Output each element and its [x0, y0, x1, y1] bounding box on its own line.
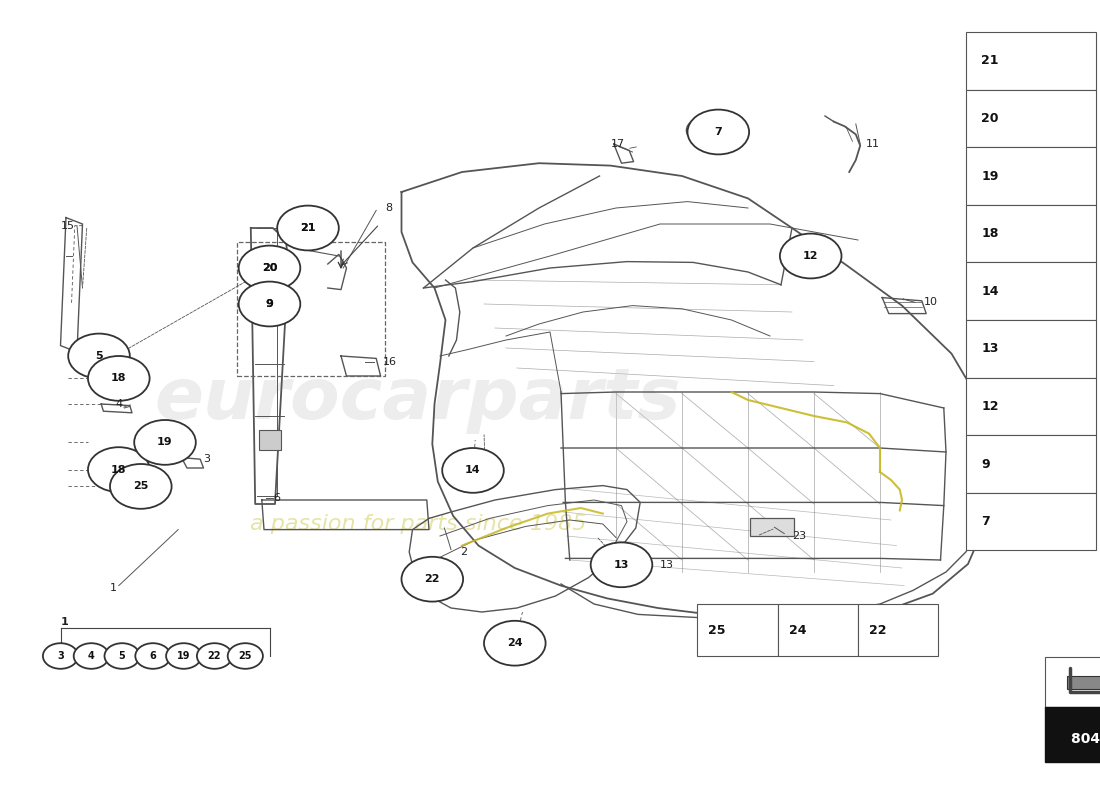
Text: 19: 19	[981, 170, 999, 182]
Bar	[966, 435, 1096, 493]
Circle shape	[277, 206, 339, 250]
Circle shape	[135, 643, 170, 669]
Text: 6: 6	[150, 651, 156, 661]
Circle shape	[484, 621, 546, 666]
Bar	[858, 604, 938, 656]
Circle shape	[228, 643, 263, 669]
Bar	[966, 147, 1096, 205]
Text: 14: 14	[465, 466, 481, 475]
Circle shape	[245, 250, 294, 286]
Circle shape	[110, 464, 172, 509]
Text: 18: 18	[981, 227, 999, 240]
Circle shape	[591, 542, 652, 587]
Circle shape	[284, 210, 332, 246]
Text: 15: 15	[60, 221, 75, 230]
Text: 21: 21	[300, 223, 316, 233]
Text: 13: 13	[981, 342, 999, 355]
Bar	[966, 32, 1096, 90]
Text: eurocarparts: eurocarparts	[155, 366, 681, 434]
Circle shape	[245, 286, 294, 322]
Text: 1: 1	[110, 583, 117, 593]
Text: 17: 17	[610, 139, 625, 149]
Circle shape	[104, 643, 140, 669]
Text: 5: 5	[119, 651, 125, 661]
Text: 20: 20	[262, 263, 277, 273]
Text: 12: 12	[803, 251, 818, 261]
Circle shape	[780, 234, 842, 278]
Text: 4: 4	[88, 651, 95, 661]
Circle shape	[74, 643, 109, 669]
Circle shape	[134, 420, 196, 465]
Text: 4: 4	[116, 399, 122, 409]
Bar	[236, 242, 385, 376]
Text: 804 02: 804 02	[1071, 732, 1100, 746]
Text: 13: 13	[660, 560, 674, 570]
Bar	[258, 430, 280, 450]
Bar	[778, 604, 858, 656]
Circle shape	[43, 643, 78, 669]
Bar	[1045, 707, 1100, 762]
Text: 8: 8	[385, 203, 392, 213]
Text: 23: 23	[792, 531, 806, 541]
Text: 3: 3	[204, 454, 210, 464]
Text: 9: 9	[981, 458, 990, 470]
Circle shape	[688, 110, 749, 154]
Circle shape	[239, 246, 300, 290]
Text: 21: 21	[981, 54, 999, 67]
Text: 18: 18	[111, 465, 126, 474]
Text: 25: 25	[239, 651, 252, 661]
Text: 2: 2	[460, 547, 466, 557]
Bar	[966, 320, 1096, 378]
Text: 21: 21	[300, 223, 316, 233]
Bar	[966, 262, 1096, 320]
Circle shape	[402, 557, 463, 602]
Text: 22: 22	[869, 623, 887, 637]
Text: 10: 10	[924, 298, 938, 307]
Polygon shape	[1067, 676, 1100, 689]
Bar	[697, 604, 778, 656]
Bar	[966, 493, 1096, 550]
Text: 24: 24	[507, 638, 522, 648]
Circle shape	[197, 643, 232, 669]
Circle shape	[239, 282, 300, 326]
Text: 9: 9	[265, 299, 274, 309]
Text: 19: 19	[157, 438, 173, 447]
Text: 1: 1	[60, 618, 68, 627]
Circle shape	[88, 356, 150, 401]
Text: 16: 16	[383, 357, 397, 366]
Text: 24: 24	[789, 623, 806, 637]
Text: 12: 12	[981, 400, 999, 413]
Text: 20: 20	[981, 112, 999, 125]
Text: 3: 3	[57, 651, 64, 661]
Text: 7: 7	[981, 515, 990, 528]
Text: 25: 25	[708, 623, 726, 637]
Text: 6: 6	[273, 493, 279, 502]
Text: 19: 19	[177, 651, 190, 661]
Text: 5: 5	[96, 351, 102, 361]
Circle shape	[442, 448, 504, 493]
Text: 25: 25	[133, 482, 148, 491]
Text: 11: 11	[866, 139, 880, 149]
Bar	[750, 518, 794, 536]
Text: 22: 22	[208, 651, 221, 661]
Bar	[966, 90, 1096, 147]
Text: 13: 13	[614, 560, 629, 570]
Text: 9: 9	[265, 299, 274, 309]
Text: 7: 7	[714, 127, 723, 137]
Bar	[966, 205, 1096, 262]
Text: 18: 18	[111, 374, 126, 383]
Text: 20: 20	[262, 263, 277, 273]
Circle shape	[88, 447, 150, 492]
Text: 14: 14	[981, 285, 999, 298]
Circle shape	[68, 334, 130, 378]
Text: a passion for parts since 1985: a passion for parts since 1985	[250, 514, 586, 534]
Text: 22: 22	[425, 574, 440, 584]
Bar	[1045, 657, 1100, 707]
Bar	[966, 378, 1096, 435]
Circle shape	[166, 643, 201, 669]
